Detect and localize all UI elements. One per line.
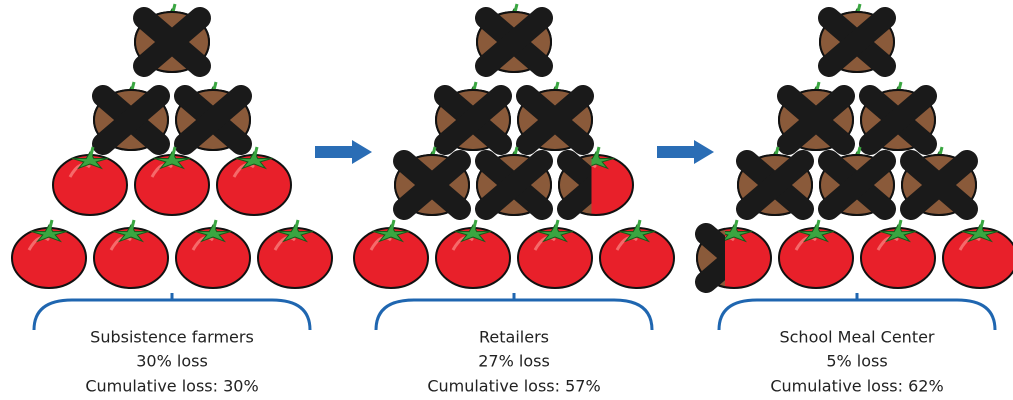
stage-panel: Subsistence farmers 30% loss Cumulative lo… (12, 4, 332, 396)
crossed-out (518, 90, 592, 150)
tomato (779, 220, 853, 288)
crossed-out (779, 90, 853, 150)
cumulative-loss: Cumulative loss: 30% (85, 377, 258, 396)
tomato (258, 220, 332, 288)
crossed-out (94, 90, 168, 150)
tomato (861, 82, 935, 150)
stage-panel: School Meal Center 5% loss Cumulative loss… (697, 4, 1013, 396)
tomato (354, 220, 428, 288)
stage-loss: 5% loss (826, 352, 887, 371)
tomato (53, 147, 127, 215)
tomato (779, 82, 853, 150)
arrow (315, 140, 372, 164)
crossed-out (176, 90, 250, 150)
stage-name: Subsistence farmers (90, 328, 254, 347)
tomato (436, 220, 510, 288)
tomato (902, 147, 976, 215)
tomato (477, 4, 551, 72)
crossed-out (738, 155, 812, 215)
tomato (600, 220, 674, 288)
crossed-out (436, 90, 510, 150)
tomato (820, 4, 894, 72)
tomato (94, 82, 168, 150)
tomato (436, 82, 510, 150)
tomato (559, 147, 633, 215)
crossed-out (861, 90, 935, 150)
tomato (135, 147, 209, 215)
crossed-out (477, 155, 551, 215)
tomato (217, 147, 291, 215)
tomato (135, 4, 209, 72)
crossed-out (902, 155, 976, 215)
tomato (697, 220, 771, 288)
tomato (395, 147, 469, 215)
arrow (657, 140, 714, 164)
stage-loss: 30% loss (136, 352, 208, 371)
tomato (176, 220, 250, 288)
tomato (12, 220, 86, 288)
brace (34, 293, 310, 330)
tomato (861, 220, 935, 288)
tomato (176, 82, 250, 150)
tomato (943, 220, 1013, 288)
crossed-out (820, 155, 894, 215)
stage-name: Retailers (479, 328, 549, 347)
crossed-out (135, 12, 209, 72)
tomato (518, 82, 592, 150)
brace (376, 293, 652, 330)
crossed-out (477, 12, 551, 72)
loss-diagram: Subsistence farmers 30% loss Cumulative lo… (0, 0, 1013, 400)
tomato (820, 147, 894, 215)
stage-panel: Retailers 27% loss Cumulative loss: 57% (354, 4, 674, 396)
brace (719, 293, 995, 330)
tomato (518, 220, 592, 288)
tomato (477, 147, 551, 215)
cumulative-loss: Cumulative loss: 57% (427, 377, 600, 396)
tomato (94, 220, 168, 288)
crossed-out (820, 12, 894, 72)
stage-loss: 27% loss (478, 352, 550, 371)
stage-name: School Meal Center (779, 328, 934, 347)
cumulative-loss: Cumulative loss: 62% (770, 377, 943, 396)
tomato (738, 147, 812, 215)
crossed-out (395, 155, 469, 215)
